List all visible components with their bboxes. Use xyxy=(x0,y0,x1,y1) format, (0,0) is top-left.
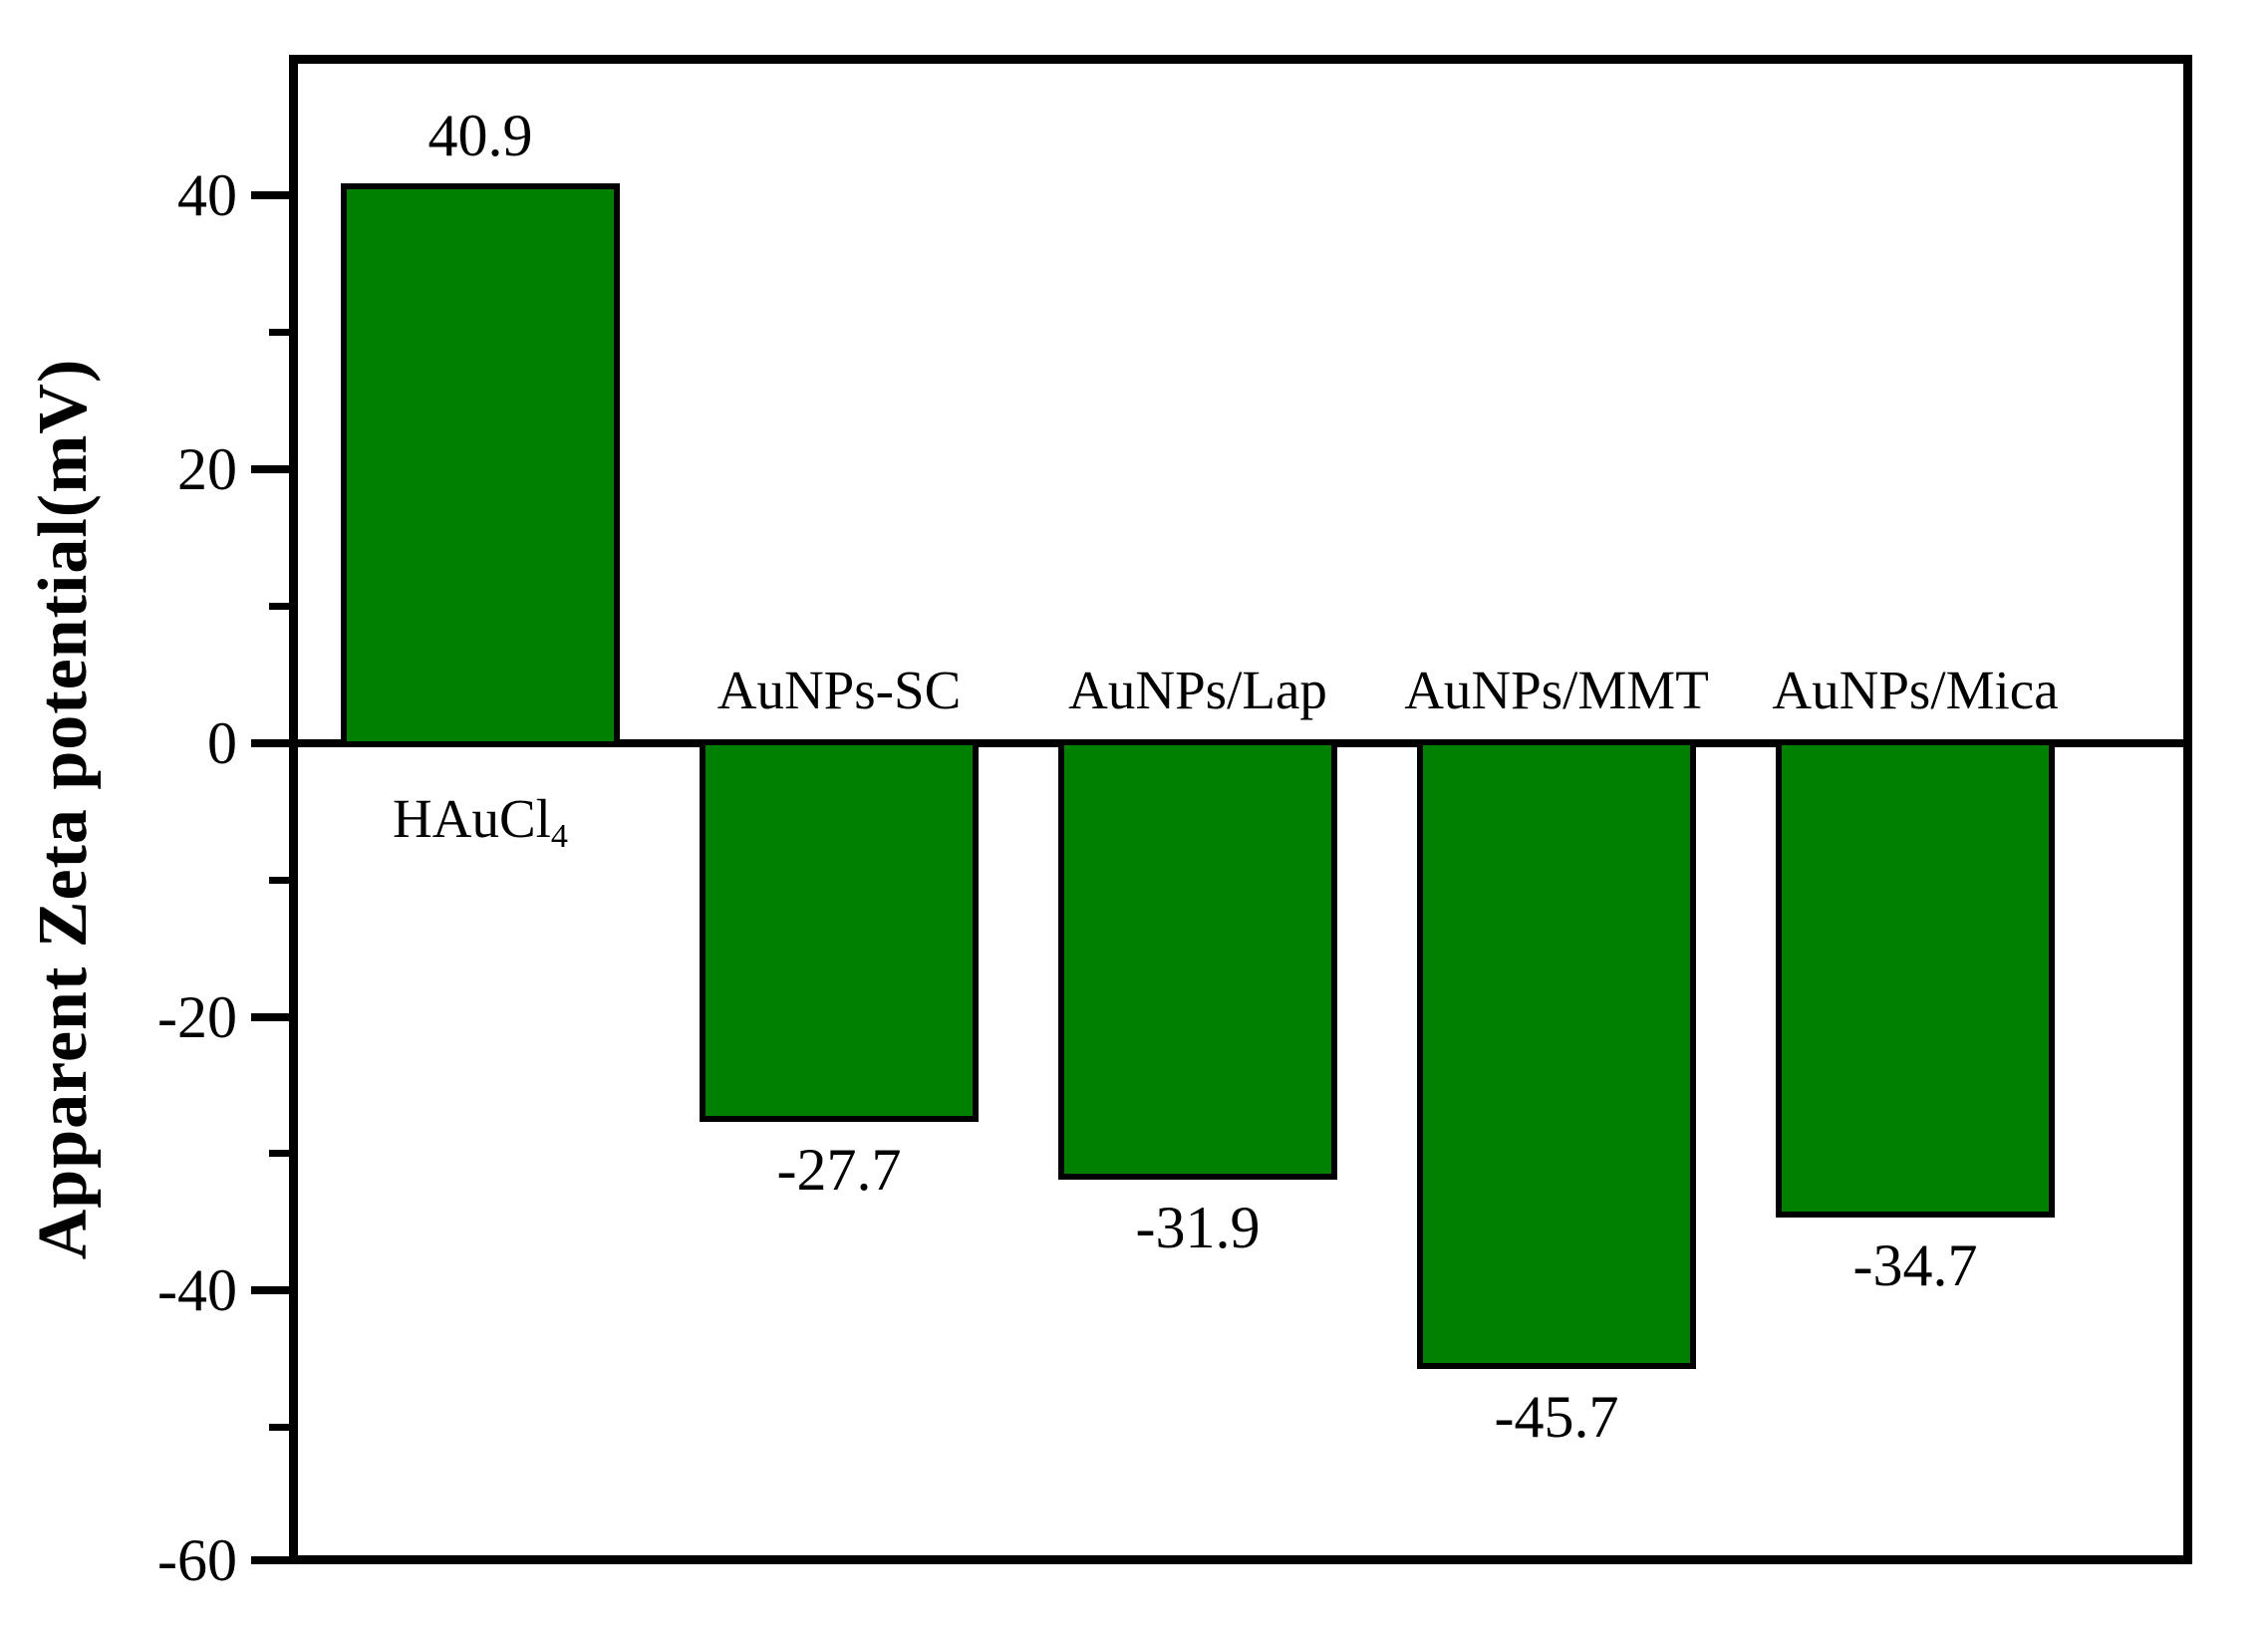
value-label: -27.7 xyxy=(776,1137,902,1204)
y-major-tick xyxy=(251,191,289,200)
category-label-AuNPs-Mica: AuNPs/Mica xyxy=(1772,663,2058,717)
category-label-HAuCl4: HAuCl4 xyxy=(393,791,568,854)
y-tick-label: -40 xyxy=(157,1257,237,1324)
category-text: AuNPs/MMT xyxy=(1404,659,1709,720)
y-major-tick xyxy=(251,1556,289,1564)
bar-AuNPs-Mica xyxy=(1776,738,2055,1219)
y-minor-tick xyxy=(269,329,289,337)
category-label-AuNPs-SC: AuNPs-SC xyxy=(717,663,962,717)
y-major-tick xyxy=(251,738,289,747)
y-axis-title: Apparent Zeta potential(mV) xyxy=(25,358,102,1260)
y-minor-tick xyxy=(269,876,289,884)
y-minor-tick xyxy=(269,1150,289,1158)
category-text: AuNPs/Mica xyxy=(1772,659,2059,720)
y-major-tick xyxy=(251,1012,289,1021)
y-tick-label: -60 xyxy=(157,1527,237,1593)
plot-area: 40.9 HAuCl4 -27.7 AuNPs-SC -31.9 AuNPs/Lap -45… xyxy=(289,55,2192,1564)
y-major-tick xyxy=(251,465,289,474)
bar-HAuCl4 xyxy=(341,183,620,747)
category-subscript: 4 xyxy=(550,818,568,856)
category-text: AuNPs-SC xyxy=(716,659,962,720)
bar-AuNPs-SC xyxy=(700,738,979,1123)
value-label: -31.9 xyxy=(1135,1195,1261,1261)
value-label: -45.7 xyxy=(1494,1383,1619,1450)
y-tick-label: 0 xyxy=(207,709,237,776)
category-text: HAuCl xyxy=(393,787,551,849)
y-tick-label: 40 xyxy=(177,162,237,229)
y-tick-label: 20 xyxy=(177,436,237,503)
y-minor-tick xyxy=(269,1424,289,1432)
value-label: -34.7 xyxy=(1852,1232,1978,1299)
y-tick-label: -20 xyxy=(157,983,237,1050)
category-label-AuNPs-Lap: AuNPs/Lap xyxy=(1068,663,1327,717)
y-major-tick xyxy=(251,1286,289,1295)
category-label-AuNPs-MMT: AuNPs/MMT xyxy=(1404,663,1709,717)
bar-AuNPs-MMT xyxy=(1417,738,1696,1369)
y-minor-tick xyxy=(269,603,289,611)
category-text: AuNPs/Lap xyxy=(1068,659,1327,720)
value-label: 40.9 xyxy=(427,103,533,169)
bar-AuNPs-Lap xyxy=(1058,738,1337,1181)
